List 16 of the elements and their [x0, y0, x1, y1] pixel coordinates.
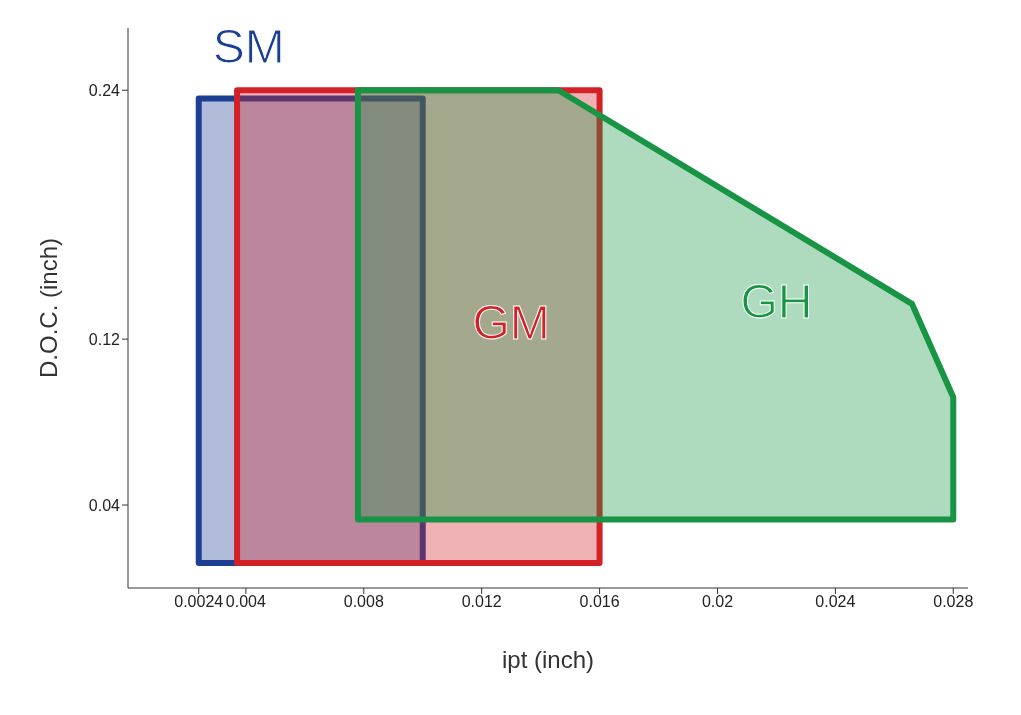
- series-label: GM: [472, 296, 550, 350]
- series-label: SM: [212, 20, 285, 74]
- x-tick-label: 0.016: [579, 593, 620, 611]
- x-tick-label: 0.02: [701, 593, 734, 611]
- x-tick-label: 0.028: [933, 593, 974, 611]
- x-tick-label: 0.024: [815, 593, 856, 611]
- y-tick-label: 0.12: [88, 330, 121, 348]
- x-tick-label: 0.012: [461, 593, 502, 611]
- x-tick-label: 0.004: [225, 593, 267, 611]
- x-axis-title: ipt (inch): [501, 646, 595, 673]
- y-axis-title: D.O.C. (inch): [34, 237, 62, 379]
- x-tick-label: 0.008: [343, 593, 384, 611]
- series-label: GH: [740, 274, 813, 328]
- y-tick-label: 0.24: [88, 81, 121, 99]
- x-tick-label: 0.0024: [174, 593, 224, 611]
- y-tick-label: 0.04: [88, 496, 121, 514]
